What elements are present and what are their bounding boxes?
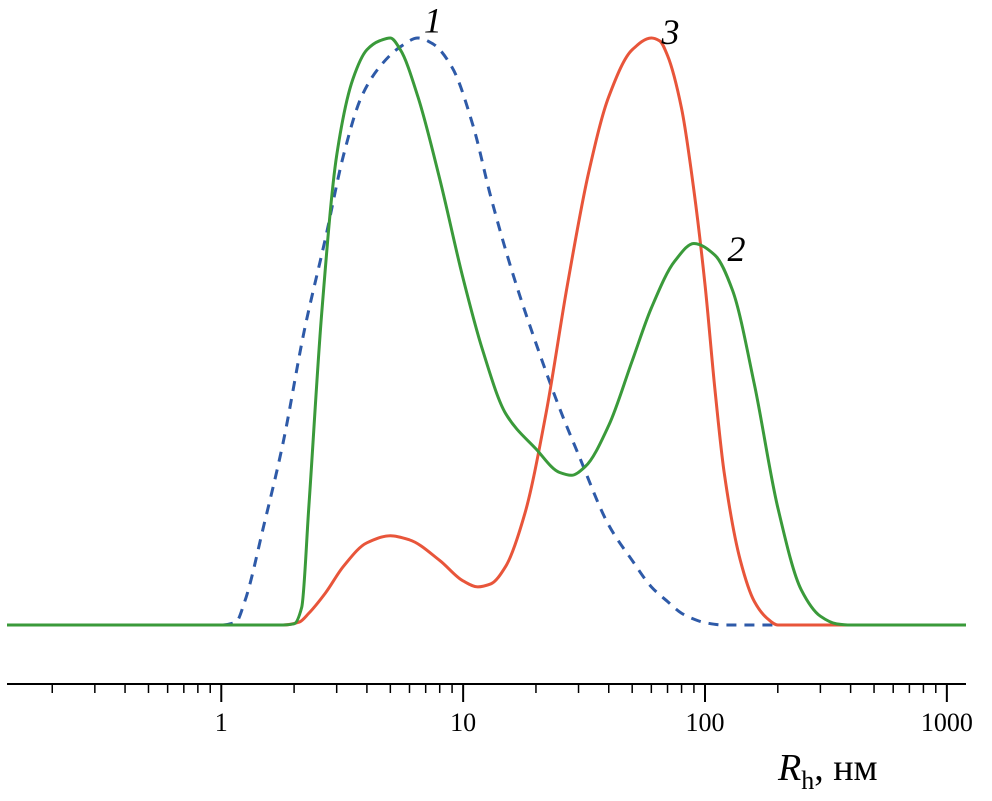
- x-tick-label: 10: [450, 708, 476, 737]
- x-axis-title-subscript: h: [801, 766, 814, 795]
- x-ticks: [51, 684, 948, 702]
- x-tick-labels: 1 10 100 1000: [215, 708, 973, 737]
- series-3-line: [7, 36, 967, 627]
- curve-label-1: 1: [424, 0, 442, 40]
- x-axis-title-symbol: R: [777, 747, 801, 789]
- curve-label-3: 3: [660, 12, 679, 52]
- x-axis-title-unit: , нм: [814, 747, 877, 789]
- curve-label-2: 2: [728, 229, 746, 269]
- x-tick-label: 100: [686, 708, 725, 737]
- x-tick-label: 1: [215, 708, 228, 737]
- series-1-line: [7, 36, 967, 627]
- x-tick-label: 1000: [921, 708, 973, 737]
- curve-labels: 1 3 2: [424, 0, 746, 269]
- x-axis-title: Rh, нм: [777, 747, 878, 795]
- curves-layer: [7, 36, 967, 627]
- series-2-line: [7, 36, 967, 627]
